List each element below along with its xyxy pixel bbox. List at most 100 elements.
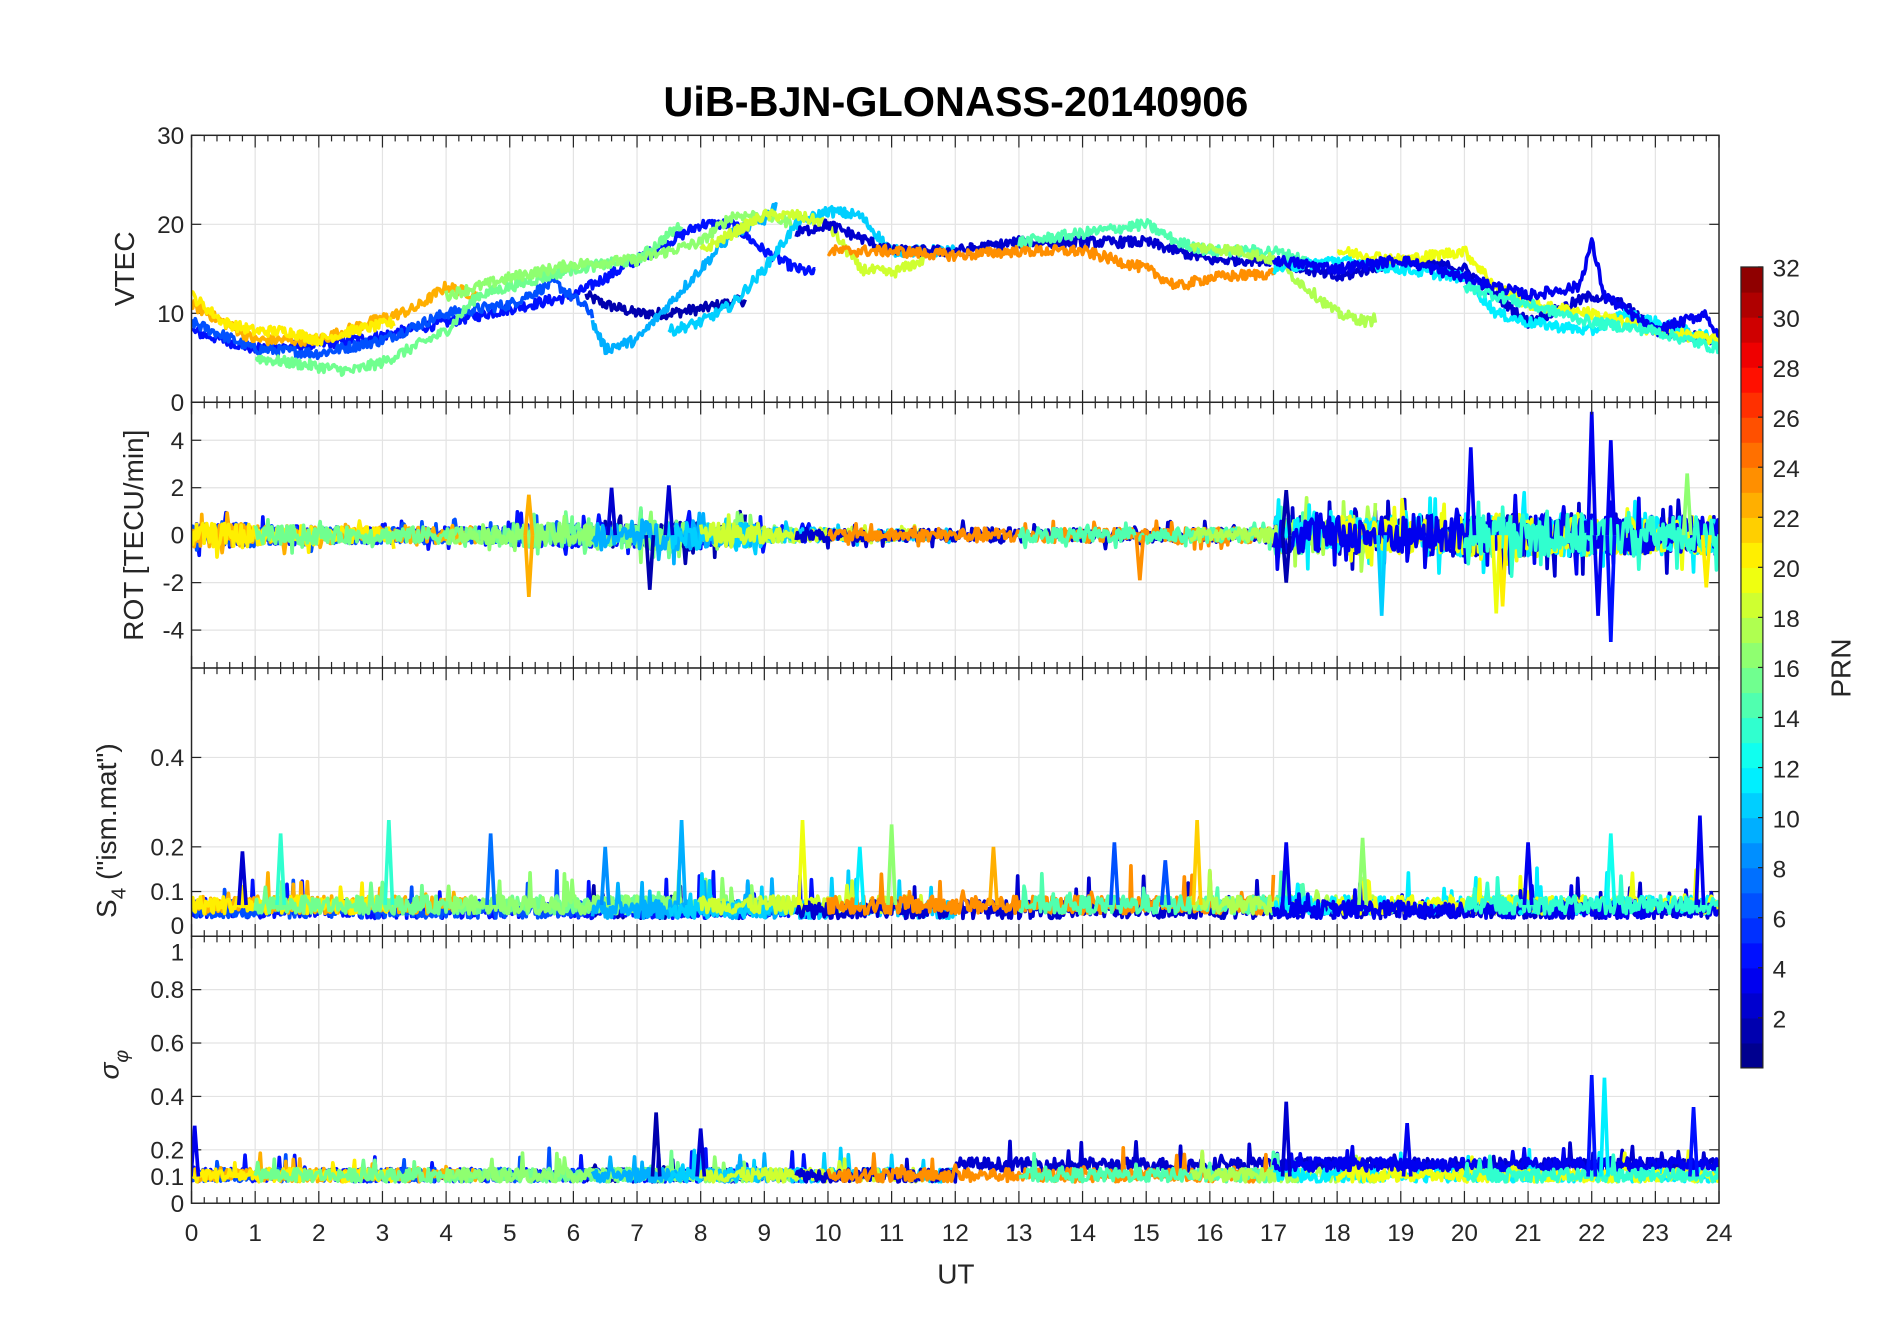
s4-spike — [854, 846, 866, 906]
colorbar-level — [1740, 792, 1763, 819]
axes-box — [190, 935, 1720, 1204]
colorbar-tick-label: 28 — [1773, 356, 1800, 383]
colorbar-level — [1740, 892, 1763, 919]
colorbar-level — [1740, 542, 1763, 568]
rot-spike — [663, 485, 675, 536]
colorbar-tick-label: 12 — [1773, 756, 1800, 783]
colorbar-level — [1740, 392, 1763, 418]
x-tick-label: 0 — [185, 1220, 199, 1247]
x-tick-label: 14 — [1069, 1220, 1096, 1247]
colorbar-level — [1740, 642, 1763, 669]
y-tick-label: -2 — [163, 570, 185, 597]
colorbar-tick-label: 20 — [1773, 556, 1800, 583]
s4-spike — [236, 851, 248, 906]
vtec-series-prn-14 — [1462, 281, 1720, 355]
rot-spike — [1592, 535, 1604, 616]
colorbar-tick-label: 18 — [1773, 606, 1800, 633]
colorbar-level — [1740, 617, 1763, 644]
colorbar-level — [1740, 817, 1763, 844]
colorbar-label: PRN — [1826, 638, 1857, 697]
rot-spike — [1700, 535, 1712, 588]
x-tick-label: 6 — [567, 1220, 581, 1247]
colorbar-level — [1740, 667, 1763, 694]
colorbar-level — [1740, 567, 1763, 593]
y-tick-label: 0.8 — [150, 977, 184, 1004]
colorbar-tick-label: 22 — [1773, 506, 1800, 533]
x-tick-label: 24 — [1705, 1220, 1732, 1247]
s4-spike — [383, 819, 395, 906]
colorbar-level — [1740, 592, 1763, 618]
s4-spike — [275, 833, 287, 906]
y-tick-label: 0 — [171, 523, 185, 550]
s4-spike — [1280, 842, 1292, 906]
y-tick-label: 0 — [171, 913, 185, 940]
colorbar-level — [1740, 492, 1763, 518]
y-tick-label: 0.1 — [150, 1164, 184, 1191]
s4-spike — [987, 846, 999, 906]
colorbar-level — [1740, 967, 1763, 994]
s4-spike — [1108, 842, 1120, 906]
colorbar-level — [1740, 367, 1763, 393]
colorbar-level — [1740, 417, 1763, 443]
colorbar-level — [1740, 767, 1763, 794]
x-tick-label: 4 — [439, 1220, 453, 1247]
rot-spike — [523, 494, 535, 536]
y-tick-label: 10 — [157, 301, 184, 328]
y-tick-label: 1 — [171, 940, 185, 967]
y-tick-label: 0 — [171, 390, 185, 417]
colorbar-level — [1740, 517, 1763, 543]
colorbar-level — [1740, 717, 1763, 744]
colorbar-level — [1740, 317, 1763, 343]
x-tick-label: 18 — [1324, 1220, 1351, 1247]
s4-spike — [1605, 833, 1617, 906]
sigma-spike — [1280, 1101, 1292, 1177]
rot-spike — [1465, 447, 1477, 536]
s4-spike — [797, 819, 809, 906]
colorbar-level — [1740, 467, 1763, 493]
colorbar-level — [1740, 342, 1763, 368]
s4-spike — [1694, 815, 1706, 906]
x-tick-label: 21 — [1515, 1220, 1542, 1247]
y-tick-label: 0.6 — [150, 1031, 184, 1058]
s4-spike — [485, 833, 497, 906]
y-axis-label: ROT [TECU/min] — [118, 430, 149, 641]
x-tick-label: 22 — [1578, 1220, 1605, 1247]
y-tick-label: 0.2 — [150, 1137, 184, 1164]
s4-spike — [599, 846, 611, 906]
vtec-series-prn-21 — [191, 290, 396, 347]
colorbar-level — [1740, 917, 1763, 944]
rot-spike — [1605, 440, 1617, 536]
y-tick-label: 0.2 — [150, 834, 184, 861]
x-tick-label: 11 — [879, 1220, 904, 1247]
x-tick-label: 20 — [1451, 1220, 1478, 1247]
vtec-series-prn-12 — [1272, 255, 1720, 347]
sigma-spike — [1401, 1122, 1413, 1177]
s4-series-prn-14 — [1463, 874, 1720, 916]
colorbar-tick-label: 32 — [1773, 256, 1800, 283]
sigma-spike — [1688, 1107, 1700, 1177]
panel-rot: -4 -2 0 2 4 ROT [TECU/min] — [118, 401, 1720, 669]
s4-spike — [676, 819, 688, 906]
vtec-series-prn-24 — [826, 243, 1276, 291]
y-tick-label: 20 — [157, 212, 184, 239]
colorbar-level — [1740, 1042, 1763, 1069]
colorbar-tick-label: 30 — [1773, 306, 1800, 333]
panel-s4: 0 0.1 0.2 0.4 S4 ("ism.mat") — [91, 667, 1720, 940]
colorbar-level — [1740, 442, 1763, 468]
colorbar-tick-label: 14 — [1773, 706, 1800, 733]
s4-spike — [886, 824, 898, 906]
x-tick-label: 10 — [814, 1220, 841, 1247]
sigma-spike — [650, 1112, 662, 1177]
y-tick-label: 4 — [171, 428, 185, 455]
y-tick-label: 30 — [157, 123, 184, 150]
colorbar-level — [1740, 1017, 1763, 1044]
vtec-series-prn-7 — [191, 275, 595, 361]
colorbar-tick-label: 6 — [1773, 906, 1787, 933]
x-axis-label: UT — [937, 1259, 974, 1290]
rot-spike — [1376, 535, 1388, 616]
colorbar-tick-label: 16 — [1773, 656, 1800, 683]
rot-spike — [523, 535, 535, 597]
x-tick-label: 19 — [1387, 1220, 1414, 1247]
panel-sigma: 00.10.2 0.4 0.6 0.8 1 σφ — [93, 935, 1720, 1218]
